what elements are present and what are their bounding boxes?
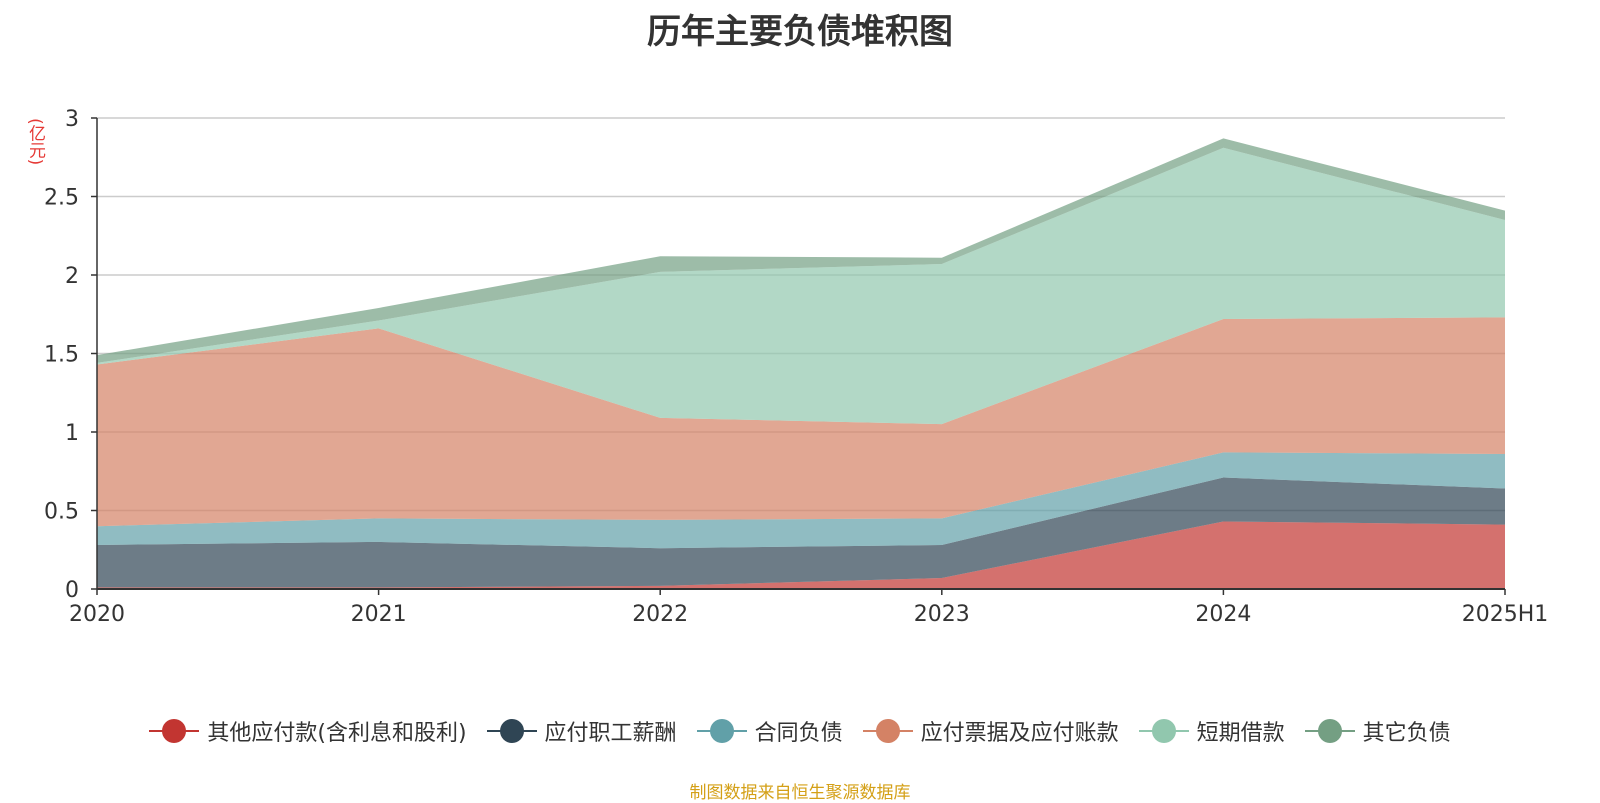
y-axis-unit-label: (亿元) [25, 118, 45, 166]
legend-item[interactable]: 其他应付款(含利息和股利) [149, 715, 467, 747]
area-series-其他应付款(含利息和股利)[interactable] [97, 521, 1505, 590]
legend-label: 短期借款 [1196, 721, 1285, 746]
legend-item[interactable]: 应付票据及应付账款 [862, 715, 1119, 747]
legend-marker-icon [862, 719, 913, 743]
area-series-合同负债[interactable] [97, 452, 1505, 549]
y-tick-label: 2 [65, 264, 79, 289]
x-tick-label: 2020 [69, 602, 125, 627]
legend-marker-icon [486, 719, 537, 743]
legend-label: 其他应付款(含利息和股利) [207, 721, 467, 746]
chart-title: 历年主要负债堆积图 [647, 12, 953, 52]
y-tick-label: 0.5 [44, 500, 79, 525]
x-tick-label: 2022 [632, 602, 688, 627]
x-tick-label: 2025H1 [1462, 602, 1549, 627]
x-tick-label: 2024 [1195, 602, 1251, 627]
legend-label: 合同负债 [754, 721, 843, 746]
legend-label: 应付职工薪酬 [544, 721, 677, 746]
area-series-短期借款[interactable] [97, 147, 1505, 425]
area-series-应付职工薪酬[interactable] [97, 477, 1505, 588]
y-tick-label: 1 [65, 421, 79, 446]
y-tick-label: 0 [65, 578, 79, 603]
legend-marker-icon [149, 719, 200, 743]
legend-label: 应付票据及应付账款 [920, 721, 1119, 746]
legend-marker-icon [1304, 719, 1355, 743]
area-series [97, 138, 1505, 589]
legend-item[interactable]: 合同负债 [696, 715, 843, 747]
legend-marker-icon [696, 719, 747, 743]
y-tick-label: 2.5 [44, 186, 79, 211]
y-tick-label: 1.5 [44, 343, 79, 368]
legend-item[interactable]: 应付职工薪酬 [486, 715, 677, 747]
x-tick-label: 2023 [914, 602, 970, 627]
x-tick-label: 2021 [351, 602, 407, 627]
legend-item[interactable]: 短期借款 [1138, 715, 1285, 747]
area-series-应付票据及应付账款[interactable] [97, 317, 1505, 527]
legend-label: 其它负债 [1362, 721, 1451, 746]
y-tick-label: 3 [65, 107, 79, 132]
source-note: 制图数据来自恒生聚源数据库 [689, 783, 911, 803]
area-series-其它负债[interactable] [97, 138, 1505, 363]
legend-item[interactable]: 其它负债 [1304, 715, 1451, 747]
axes: 0 0.5 1 1.5 2 2.5 3 2020 2021 2022 2023 2024 2025H1 [44, 107, 1548, 627]
legend-marker-icon [1138, 719, 1189, 743]
legend: 其他应付款(含利息和股利) 应付职工薪酬 合同负债 应付票据及应付账款 短期借款 其它负债 [0, 715, 1600, 747]
